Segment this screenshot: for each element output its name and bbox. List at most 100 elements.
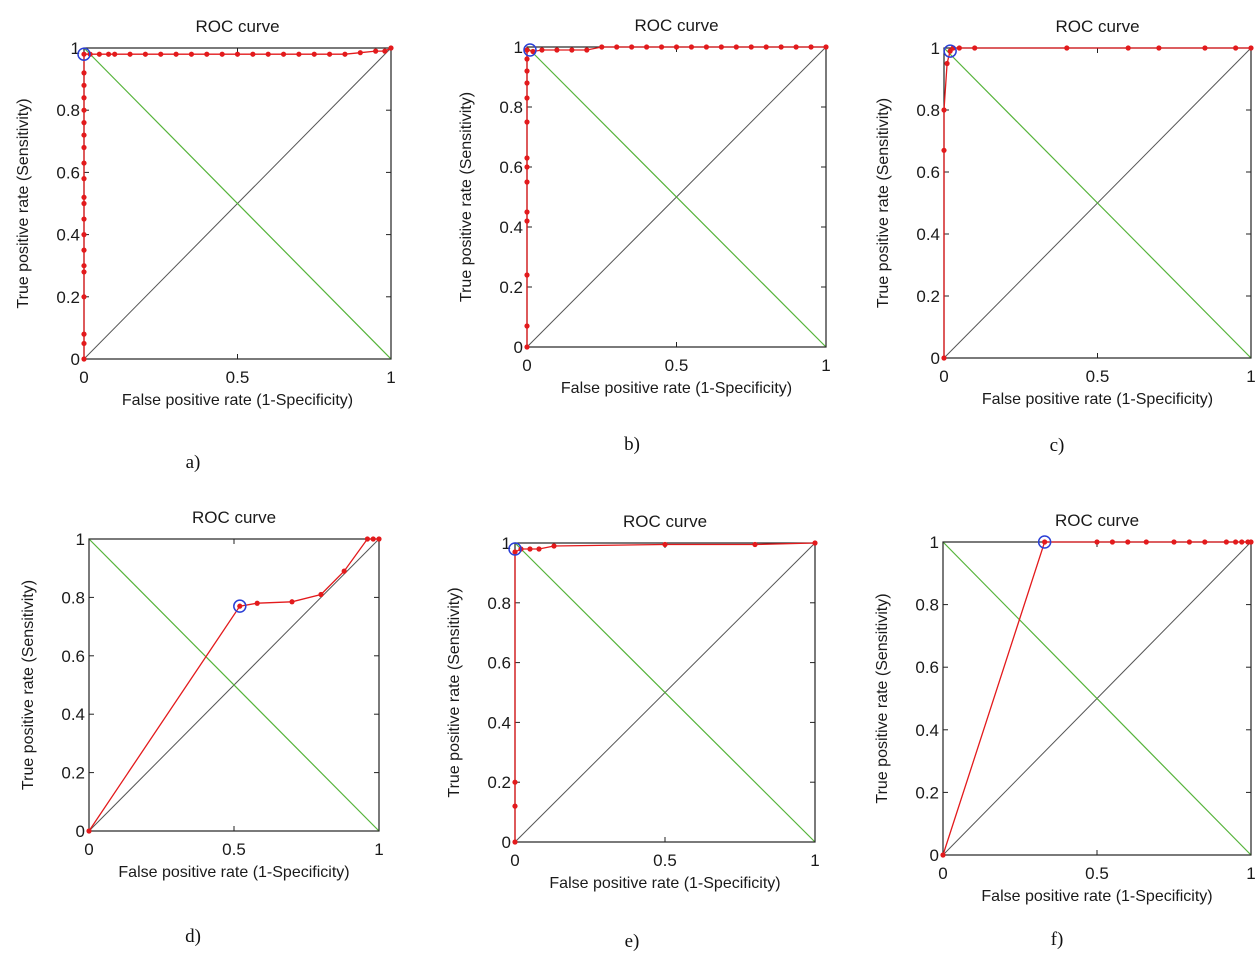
y-tick-label: 0.4 — [487, 713, 511, 732]
roc-point — [105, 51, 112, 57]
optimal-point-marker — [77, 47, 91, 61]
roc-point — [265, 51, 271, 57]
roc-point — [524, 119, 530, 125]
roc-point — [1202, 45, 1208, 51]
roc-point — [524, 272, 530, 278]
x-axis-label: False positive rate (1-Specificity) — [118, 864, 349, 881]
panel-label: c) — [1050, 435, 1065, 456]
x-tick-label: 1 — [374, 840, 383, 859]
roc-panel-5: 0 0.5 1 0 0.2 0.4 0.6 0.8 1 ROC curve False positi… — [446, 512, 820, 952]
y-axis-label: True positive rate (Sensitivity) — [20, 580, 37, 790]
y-tick-label: 1 — [514, 38, 523, 57]
roc-point — [524, 218, 530, 224]
x-tick-label: 0.5 — [665, 356, 689, 375]
roc-panel-2: 0 0.5 1 0 0.2 0.4 0.6 0.8 1 ROC curve False positi… — [458, 16, 831, 455]
roc-point — [972, 45, 978, 51]
optimal-point-marker — [1037, 535, 1052, 549]
y-tick-label: 1 — [71, 39, 80, 58]
roc-point — [327, 51, 333, 57]
roc-point — [644, 44, 650, 50]
roc-point — [940, 852, 946, 858]
roc-point — [81, 144, 87, 151]
roc-point — [296, 51, 302, 57]
roc-point — [341, 568, 347, 574]
y-tick-label: 0.8 — [499, 98, 523, 117]
roc-point — [524, 56, 530, 62]
roc-point — [1233, 539, 1239, 545]
roc-point — [280, 51, 287, 57]
anti-diagonal — [88, 538, 380, 832]
roc-point — [524, 323, 530, 329]
roc-point — [1223, 539, 1229, 545]
roc-point — [382, 48, 388, 54]
roc-point — [127, 51, 133, 57]
y-tick-label: 0.2 — [61, 764, 85, 783]
roc-point — [342, 51, 348, 57]
roc-point — [1094, 539, 1100, 545]
panel-label: b) — [624, 434, 640, 455]
y-axis-label: True positive rate (Sensitivity) — [458, 92, 475, 302]
roc-point — [524, 47, 530, 53]
roc-point — [1143, 539, 1149, 545]
x-tick-label: 0.5 — [222, 840, 246, 859]
x-tick-label: 1 — [1246, 864, 1255, 883]
x-tick-label: 0 — [522, 356, 531, 375]
y-tick-label: 0 — [502, 833, 511, 852]
roc-point — [81, 160, 87, 166]
roc-point — [250, 51, 256, 57]
roc-point — [81, 263, 87, 269]
roc-point — [629, 44, 635, 50]
roc-point — [524, 179, 530, 185]
roc-point — [81, 340, 87, 347]
y-tick-label: 1 — [502, 534, 511, 553]
y-tick-label: 0.4 — [916, 225, 940, 244]
panel-label: a) — [186, 452, 201, 473]
roc-point — [673, 44, 680, 50]
roc-point — [793, 44, 799, 50]
roc-point — [81, 269, 87, 275]
roc-point — [808, 44, 814, 50]
roc-point — [158, 51, 164, 57]
roc-point — [373, 48, 379, 54]
roc-point — [512, 803, 518, 809]
y-tick-label: 0.8 — [61, 588, 85, 607]
x-tick-label: 1 — [386, 368, 395, 387]
roc-point — [81, 120, 87, 126]
roc-point — [703, 44, 710, 50]
y-tick-label: 0.4 — [499, 218, 523, 237]
roc-point — [956, 45, 962, 51]
x-tick-label: 0 — [79, 368, 88, 387]
roc-point — [81, 82, 87, 88]
chart-title: ROC curve — [192, 508, 276, 527]
y-tick-label: 0 — [71, 350, 80, 369]
panel-label: d) — [185, 926, 201, 947]
panel-label: f) — [1051, 929, 1064, 950]
roc-point — [81, 176, 87, 182]
roc-point — [254, 600, 260, 606]
roc-point — [96, 51, 102, 57]
roc-point — [1125, 45, 1131, 51]
x-axis-label: False positive rate (1-Specificity) — [122, 392, 353, 409]
y-tick-label: 0.6 — [499, 158, 523, 177]
roc-point — [512, 549, 518, 555]
optimal-point-marker — [508, 542, 522, 556]
roc-point — [778, 44, 784, 50]
roc-point — [81, 216, 87, 222]
anti-diagonal — [942, 541, 1252, 856]
roc-point — [370, 536, 376, 542]
y-axis-label: True positive rate (Sensitivity) — [875, 98, 892, 308]
anti-diagonal — [83, 47, 392, 360]
roc-point — [142, 51, 148, 57]
roc-point — [823, 44, 829, 50]
x-tick-label: 0 — [939, 367, 948, 386]
roc-point — [524, 209, 530, 215]
roc-panel-3: 0 0.5 1 0 0.2 0.4 0.6 0.8 1 ROC curve False positi… — [875, 17, 1256, 456]
roc-point — [1248, 539, 1254, 545]
roc-point — [173, 51, 179, 57]
y-tick-label: 1 — [931, 39, 940, 58]
roc-point — [112, 51, 118, 57]
roc-point — [569, 47, 575, 53]
roc-point — [357, 50, 363, 56]
roc-point — [812, 540, 818, 546]
roc-point — [81, 95, 87, 101]
